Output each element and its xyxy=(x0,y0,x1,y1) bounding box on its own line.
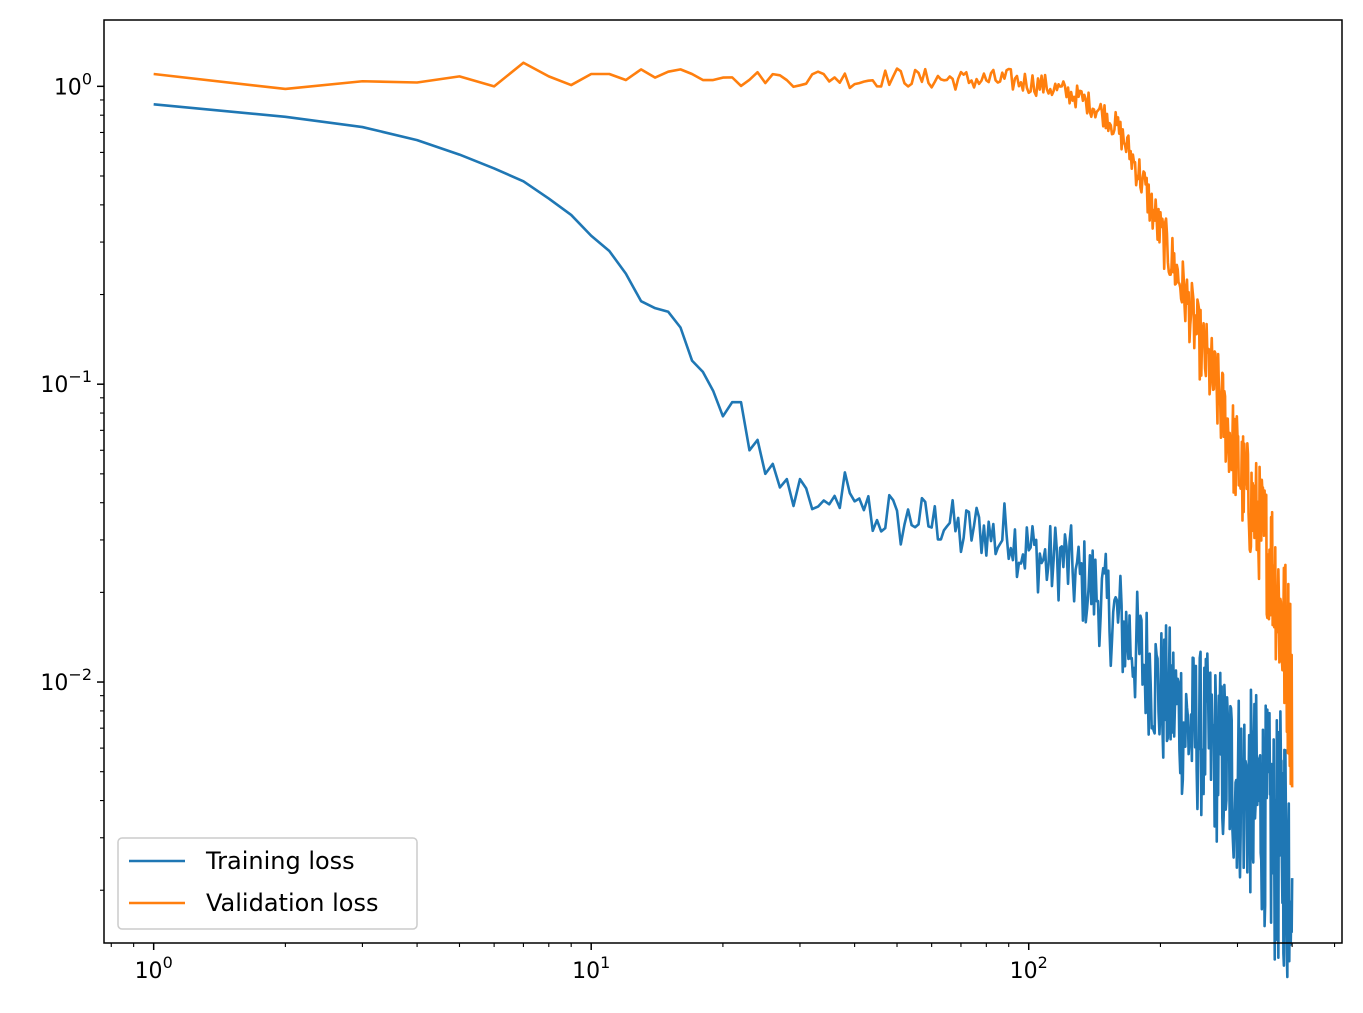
legend-frame xyxy=(117,837,418,930)
x-tick-label: 102 xyxy=(1010,953,1048,984)
series-line-validation-loss xyxy=(153,61,1294,788)
axis-ticks: 100 101 102 100 10−1 10−2 xyxy=(40,69,1336,984)
legend-label: Training loss xyxy=(205,847,355,875)
y-tick-label: 100 xyxy=(54,69,92,100)
plot-frame xyxy=(103,19,1343,944)
y-tick-label: 10−2 xyxy=(40,665,92,696)
series-lines xyxy=(153,61,1294,979)
y-tick-label: 10−1 xyxy=(40,367,92,398)
legend: Training loss Validation loss xyxy=(117,837,418,930)
plot-area xyxy=(104,20,1342,943)
x-tick-label: 100 xyxy=(135,953,173,984)
x-tick-label: 101 xyxy=(572,953,610,984)
legend-label: Validation loss xyxy=(206,889,379,917)
series-line-training-loss xyxy=(153,103,1294,979)
